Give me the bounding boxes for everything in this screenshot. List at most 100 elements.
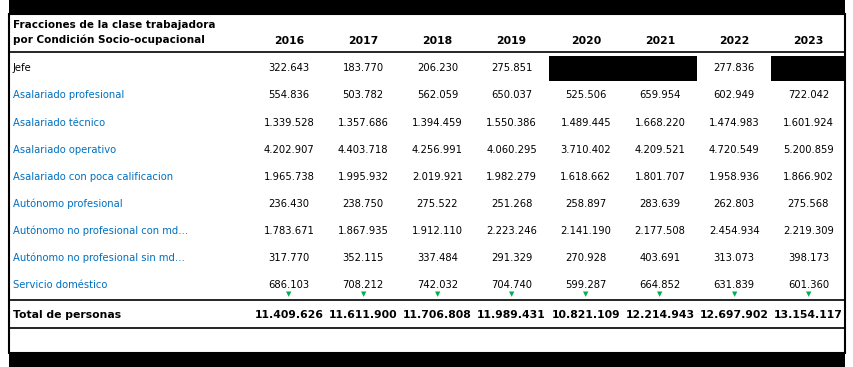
Text: 4.202.907: 4.202.907 [264,145,314,155]
Text: 2.019.921: 2.019.921 [411,172,462,182]
Text: 1.668.220: 1.668.220 [634,117,685,127]
Text: ▼: ▼ [804,291,810,297]
Text: 503.782: 503.782 [342,90,383,101]
Text: 13.154.117: 13.154.117 [773,310,842,320]
Text: 1.394.459: 1.394.459 [411,117,462,127]
Text: 1.958.936: 1.958.936 [708,172,758,182]
Text: Servicio doméstico: Servicio doméstico [13,280,107,290]
Text: 238.750: 238.750 [342,199,383,209]
Text: Autónomo no profesional con md…: Autónomo no profesional con md… [13,226,188,236]
Text: Asalariado técnico: Asalariado técnico [13,117,105,127]
Text: 708.212: 708.212 [342,280,383,290]
Text: 659.954: 659.954 [639,90,680,101]
Text: 12.697.902: 12.697.902 [699,310,768,320]
Text: 554.836: 554.836 [268,90,310,101]
Text: 1.474.983: 1.474.983 [708,117,758,127]
Text: 525.506: 525.506 [565,90,606,101]
Text: 2022: 2022 [718,36,748,46]
Text: 3.710.402: 3.710.402 [560,145,611,155]
Bar [548,56,622,80]
Text: Autónomo no profesional sin md…: Autónomo no profesional sin md… [13,253,184,263]
Text: 2.177.508: 2.177.508 [634,226,685,236]
Text: 183.770: 183.770 [342,63,383,73]
Text: 1.618.662: 1.618.662 [560,172,611,182]
Text: 562.059: 562.059 [416,90,457,101]
Text: ▼: ▼ [434,291,439,297]
Text: 2017: 2017 [348,36,378,46]
Text: 4.256.991: 4.256.991 [411,145,462,155]
Bar [9,353,844,367]
Text: Asalariado con poca calificacion: Asalariado con poca calificacion [13,172,173,182]
Text: 1.783.671: 1.783.671 [264,226,314,236]
Text: 686.103: 686.103 [268,280,310,290]
Text: ▼: ▼ [360,291,365,297]
Text: Fracciones de la clase trabajadora: Fracciones de la clase trabajadora [13,20,215,30]
Text: 2018: 2018 [422,36,452,46]
Bar [622,56,696,80]
Bar [9,0,844,14]
Text: 4.209.521: 4.209.521 [634,145,685,155]
Text: 2.219.309: 2.219.309 [782,226,833,236]
Text: 4.060.295: 4.060.295 [485,145,537,155]
Text: 11.706.808: 11.706.808 [403,310,471,320]
Text: 10.821.109: 10.821.109 [551,310,619,320]
Text: 11.989.431: 11.989.431 [477,310,545,320]
Text: 1.550.386: 1.550.386 [485,117,537,127]
Text: 398.173: 398.173 [786,253,828,263]
Text: 722.042: 722.042 [786,90,828,101]
Text: 2019: 2019 [496,36,526,46]
Text: 5.200.859: 5.200.859 [782,145,833,155]
Text: 277.836: 277.836 [713,63,754,73]
Text: 664.852: 664.852 [639,280,680,290]
Text: 283.639: 283.639 [639,199,680,209]
Text: 251.268: 251.268 [490,199,531,209]
Text: 1.982.279: 1.982.279 [485,172,537,182]
Text: 1.867.935: 1.867.935 [338,226,388,236]
Text: 275.522: 275.522 [416,199,457,209]
Text: Jefe: Jefe [13,63,32,73]
Text: 275.568: 275.568 [786,199,828,209]
Text: 11.611.900: 11.611.900 [328,310,397,320]
Text: 337.484: 337.484 [416,253,457,263]
Text: 2.223.246: 2.223.246 [485,226,537,236]
Text: ▼: ▼ [657,291,662,297]
Text: 704.740: 704.740 [490,280,531,290]
Text: 1.965.738: 1.965.738 [264,172,314,182]
Text: 602.949: 602.949 [713,90,754,101]
Text: 291.329: 291.329 [490,253,531,263]
Text: 4.720.549: 4.720.549 [708,145,758,155]
Text: ▼: ▼ [286,291,292,297]
Text: Autónomo profesional: Autónomo profesional [13,199,122,209]
Text: 403.691: 403.691 [639,253,680,263]
Text: 1.866.902: 1.866.902 [782,172,833,182]
Text: 317.770: 317.770 [268,253,310,263]
Text: 313.073: 313.073 [713,253,754,263]
Text: 601.360: 601.360 [786,280,828,290]
Text: 2021: 2021 [644,36,675,46]
Text: 1.339.528: 1.339.528 [264,117,314,127]
Text: 262.803: 262.803 [713,199,754,209]
Text: Asalariado profesional: Asalariado profesional [13,90,124,101]
Text: 631.839: 631.839 [713,280,754,290]
Text: 1.357.686: 1.357.686 [338,117,388,127]
Text: 1.489.445: 1.489.445 [560,117,611,127]
Text: 236.430: 236.430 [268,199,309,209]
Text: ▼: ▼ [508,291,514,297]
Text: 206.230: 206.230 [416,63,457,73]
Text: 2016: 2016 [274,36,304,46]
Text: 2020: 2020 [570,36,601,46]
Text: 650.037: 650.037 [490,90,531,101]
Text: ▼: ▼ [731,291,736,297]
Text: 2.454.934: 2.454.934 [708,226,758,236]
Text: 258.897: 258.897 [565,199,606,209]
Text: 742.032: 742.032 [416,280,457,290]
Text: 352.115: 352.115 [342,253,384,263]
Text: 1.912.110: 1.912.110 [411,226,462,236]
Text: 12.214.943: 12.214.943 [624,310,693,320]
Text: 11.409.626: 11.409.626 [254,310,323,320]
Text: por Condición Socio-ocupacional: por Condición Socio-ocupacional [13,34,205,45]
Text: 2023: 2023 [792,36,822,46]
Text: 322.643: 322.643 [268,63,310,73]
Text: 2.141.190: 2.141.190 [560,226,611,236]
Text: 270.928: 270.928 [565,253,606,263]
